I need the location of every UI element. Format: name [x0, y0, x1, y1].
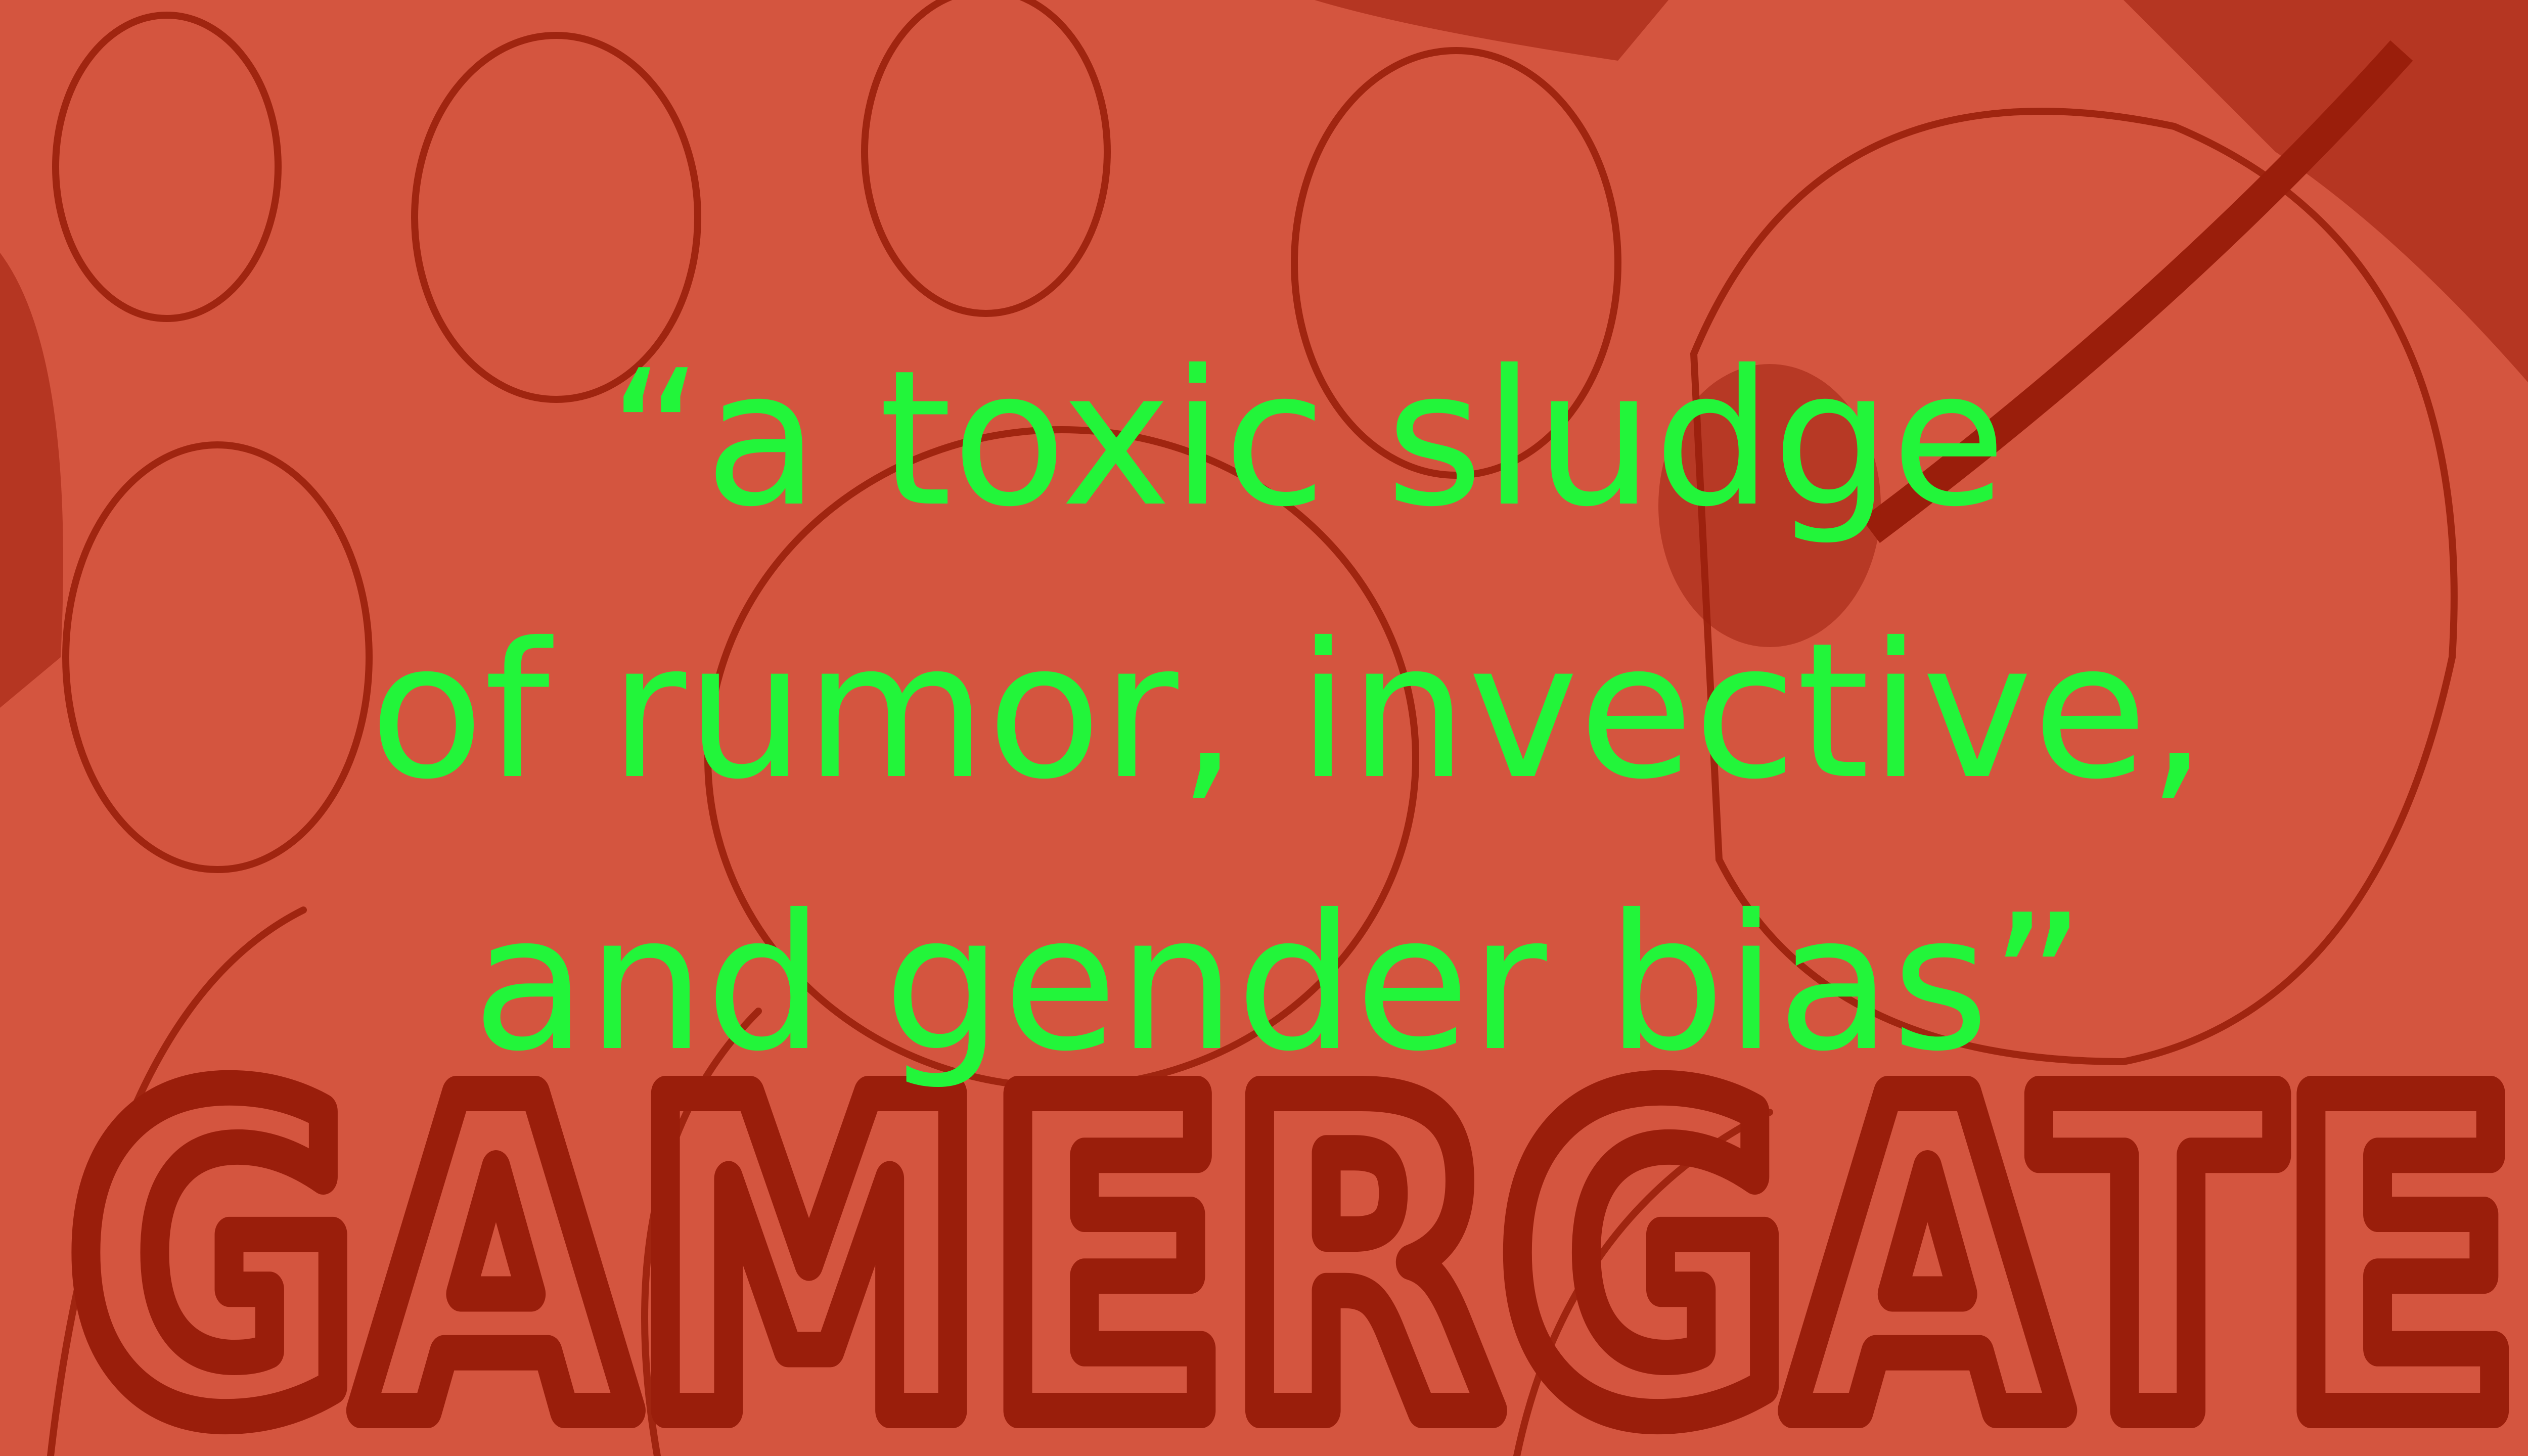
quote-line: “a toxic sludge — [608, 331, 2006, 548]
quote-line: of rumor, invective, — [370, 603, 2207, 821]
poster: GAMERGATE “a toxic sludge of rumor, inve… — [0, 0, 2528, 1456]
quote-line: and gender bias” — [472, 875, 2086, 1093]
